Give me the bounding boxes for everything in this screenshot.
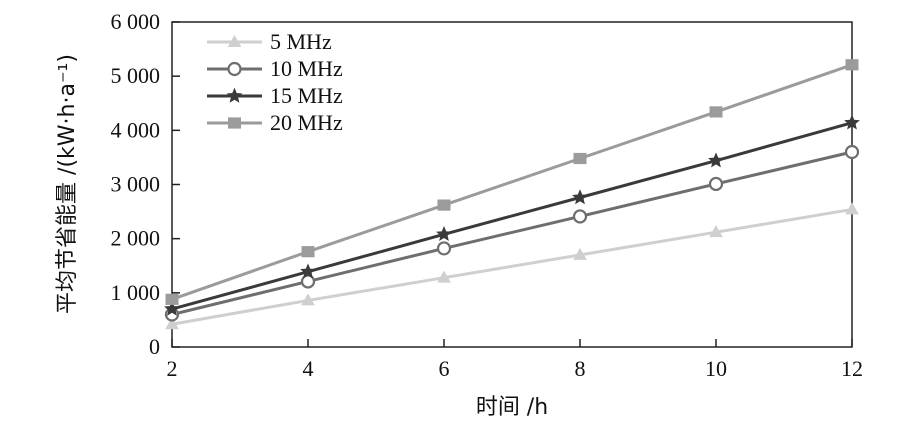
- data-point: [844, 144, 860, 160]
- x-tick-label: 8: [575, 356, 586, 381]
- data-point: [436, 226, 452, 242]
- legend-item: 20 MHz: [207, 110, 343, 135]
- data-point: [436, 241, 452, 256]
- data-point: [300, 263, 316, 279]
- series-line: [171, 63, 853, 301]
- data-point: [708, 152, 724, 168]
- series-line: [171, 207, 853, 326]
- legend-label: 20 MHz: [270, 110, 343, 135]
- series-10-mhz: [164, 144, 860, 322]
- y-tick-label: 2 000: [111, 226, 161, 251]
- legend-item: 15 MHz: [207, 83, 343, 108]
- x-tick-label: 10: [705, 356, 727, 381]
- series-line: [171, 150, 853, 316]
- series-20-mhz: [165, 59, 859, 305]
- y-tick-label: 3 000: [111, 172, 161, 197]
- y-tick-label: 1 000: [111, 280, 161, 305]
- x-axis-title: 时间 /h: [476, 395, 548, 420]
- y-axis-title: 平均节省能量 /(kW·h·a⁻¹): [55, 54, 80, 314]
- data-point: [573, 247, 587, 260]
- y-tick-label: 0: [149, 334, 160, 359]
- data-point: [709, 106, 723, 118]
- legend-label: 5 MHz: [270, 29, 332, 54]
- data-point: [164, 300, 180, 316]
- data-point: [165, 317, 179, 330]
- series-line: [171, 121, 853, 311]
- data-point: [301, 246, 315, 258]
- series-5-mhz: [165, 202, 859, 330]
- legend-item: 10 MHz: [207, 56, 343, 81]
- y-tick-label: 4 000: [111, 117, 161, 142]
- series-15-mhz: [164, 114, 860, 316]
- legend-item: 5 MHz: [207, 29, 332, 54]
- x-tick-label: 12: [841, 356, 863, 381]
- legend-label: 15 MHz: [270, 83, 343, 108]
- data-point: [572, 189, 588, 205]
- data-point: [437, 270, 451, 283]
- x-tick-label: 4: [303, 356, 314, 381]
- data-point: [300, 274, 316, 289]
- data-point: [844, 114, 860, 130]
- x-axis-ticks: 2 4 6 8 10 12: [167, 339, 863, 381]
- legend-marker: [226, 87, 243, 103]
- data-point: [301, 293, 315, 306]
- y-axis-ticks: 0 1 000 2 000 3 000 4 000 5 000 6 000: [111, 9, 180, 359]
- data-point: [165, 293, 179, 305]
- data-point: [845, 59, 859, 71]
- data-point: [437, 199, 451, 211]
- y-tick-label: 6 000: [111, 9, 161, 34]
- legend-marker: [227, 34, 242, 47]
- x-tick-label: 2: [167, 356, 178, 381]
- data-point: [845, 202, 859, 215]
- legend-marker: [228, 117, 241, 129]
- x-tick-label: 6: [439, 356, 450, 381]
- y-tick-label: 5 000: [111, 63, 161, 88]
- series-layer: [164, 59, 860, 330]
- data-point: [708, 176, 724, 192]
- data-point: [709, 225, 723, 238]
- legend-label: 10 MHz: [270, 56, 343, 81]
- plot-area: [171, 21, 853, 348]
- data-point: [573, 152, 587, 165]
- data-point: [572, 209, 588, 224]
- legend-marker: [227, 61, 242, 77]
